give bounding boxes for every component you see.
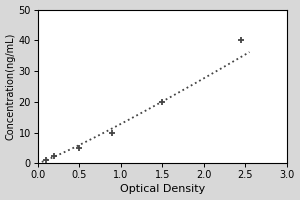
Y-axis label: Concentration(ng/mL): Concentration(ng/mL) <box>6 33 16 140</box>
X-axis label: Optical Density: Optical Density <box>120 184 205 194</box>
